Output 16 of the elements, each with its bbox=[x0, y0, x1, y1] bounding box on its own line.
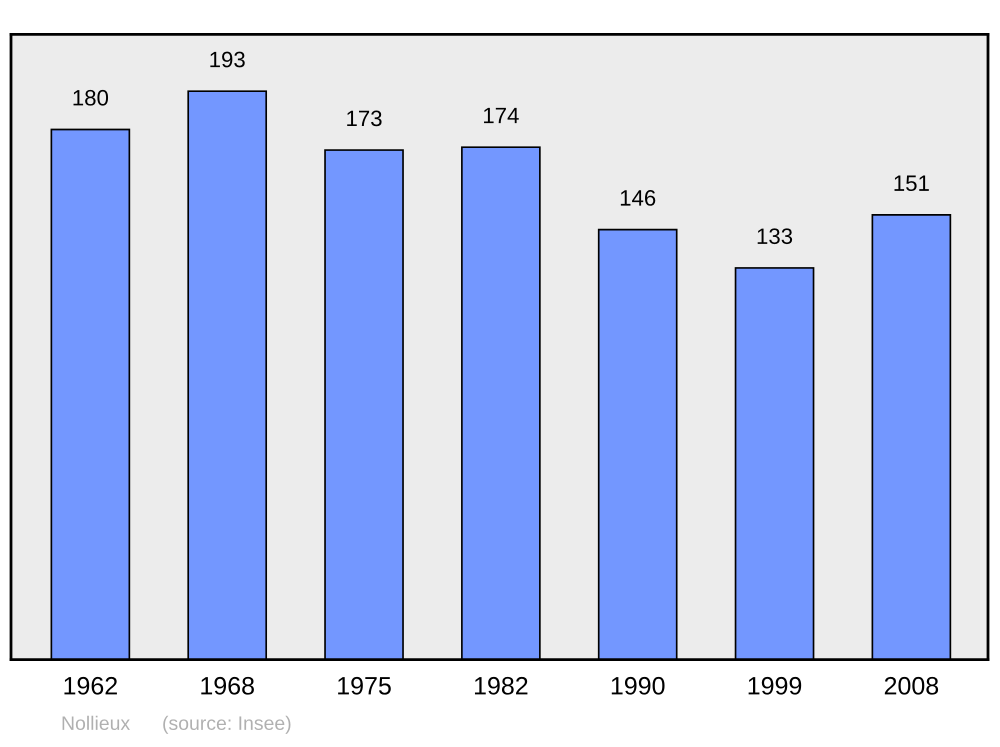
data-label: 193 bbox=[210, 52, 245, 68]
data-label: 133 bbox=[758, 228, 792, 244]
data-label: 174 bbox=[484, 108, 519, 124]
data-label: 151 bbox=[894, 176, 929, 192]
text: (source: Insee) bbox=[163, 716, 290, 734]
x-tick-label: 1968 bbox=[201, 676, 254, 695]
data-label: 173 bbox=[347, 110, 382, 126]
data-label: 146 bbox=[620, 190, 656, 206]
x-tick-label: 1975 bbox=[338, 676, 391, 695]
text: Nollieux bbox=[62, 716, 130, 730]
x-tick-label: 1999 bbox=[748, 676, 802, 695]
x-tick-label: 1982 bbox=[474, 676, 528, 695]
x-tick-label: 1990 bbox=[612, 676, 665, 695]
x-tick-label: 2008 bbox=[884, 676, 938, 695]
data-label: 180 bbox=[74, 90, 108, 106]
x-tick-label: 1962 bbox=[64, 676, 117, 695]
